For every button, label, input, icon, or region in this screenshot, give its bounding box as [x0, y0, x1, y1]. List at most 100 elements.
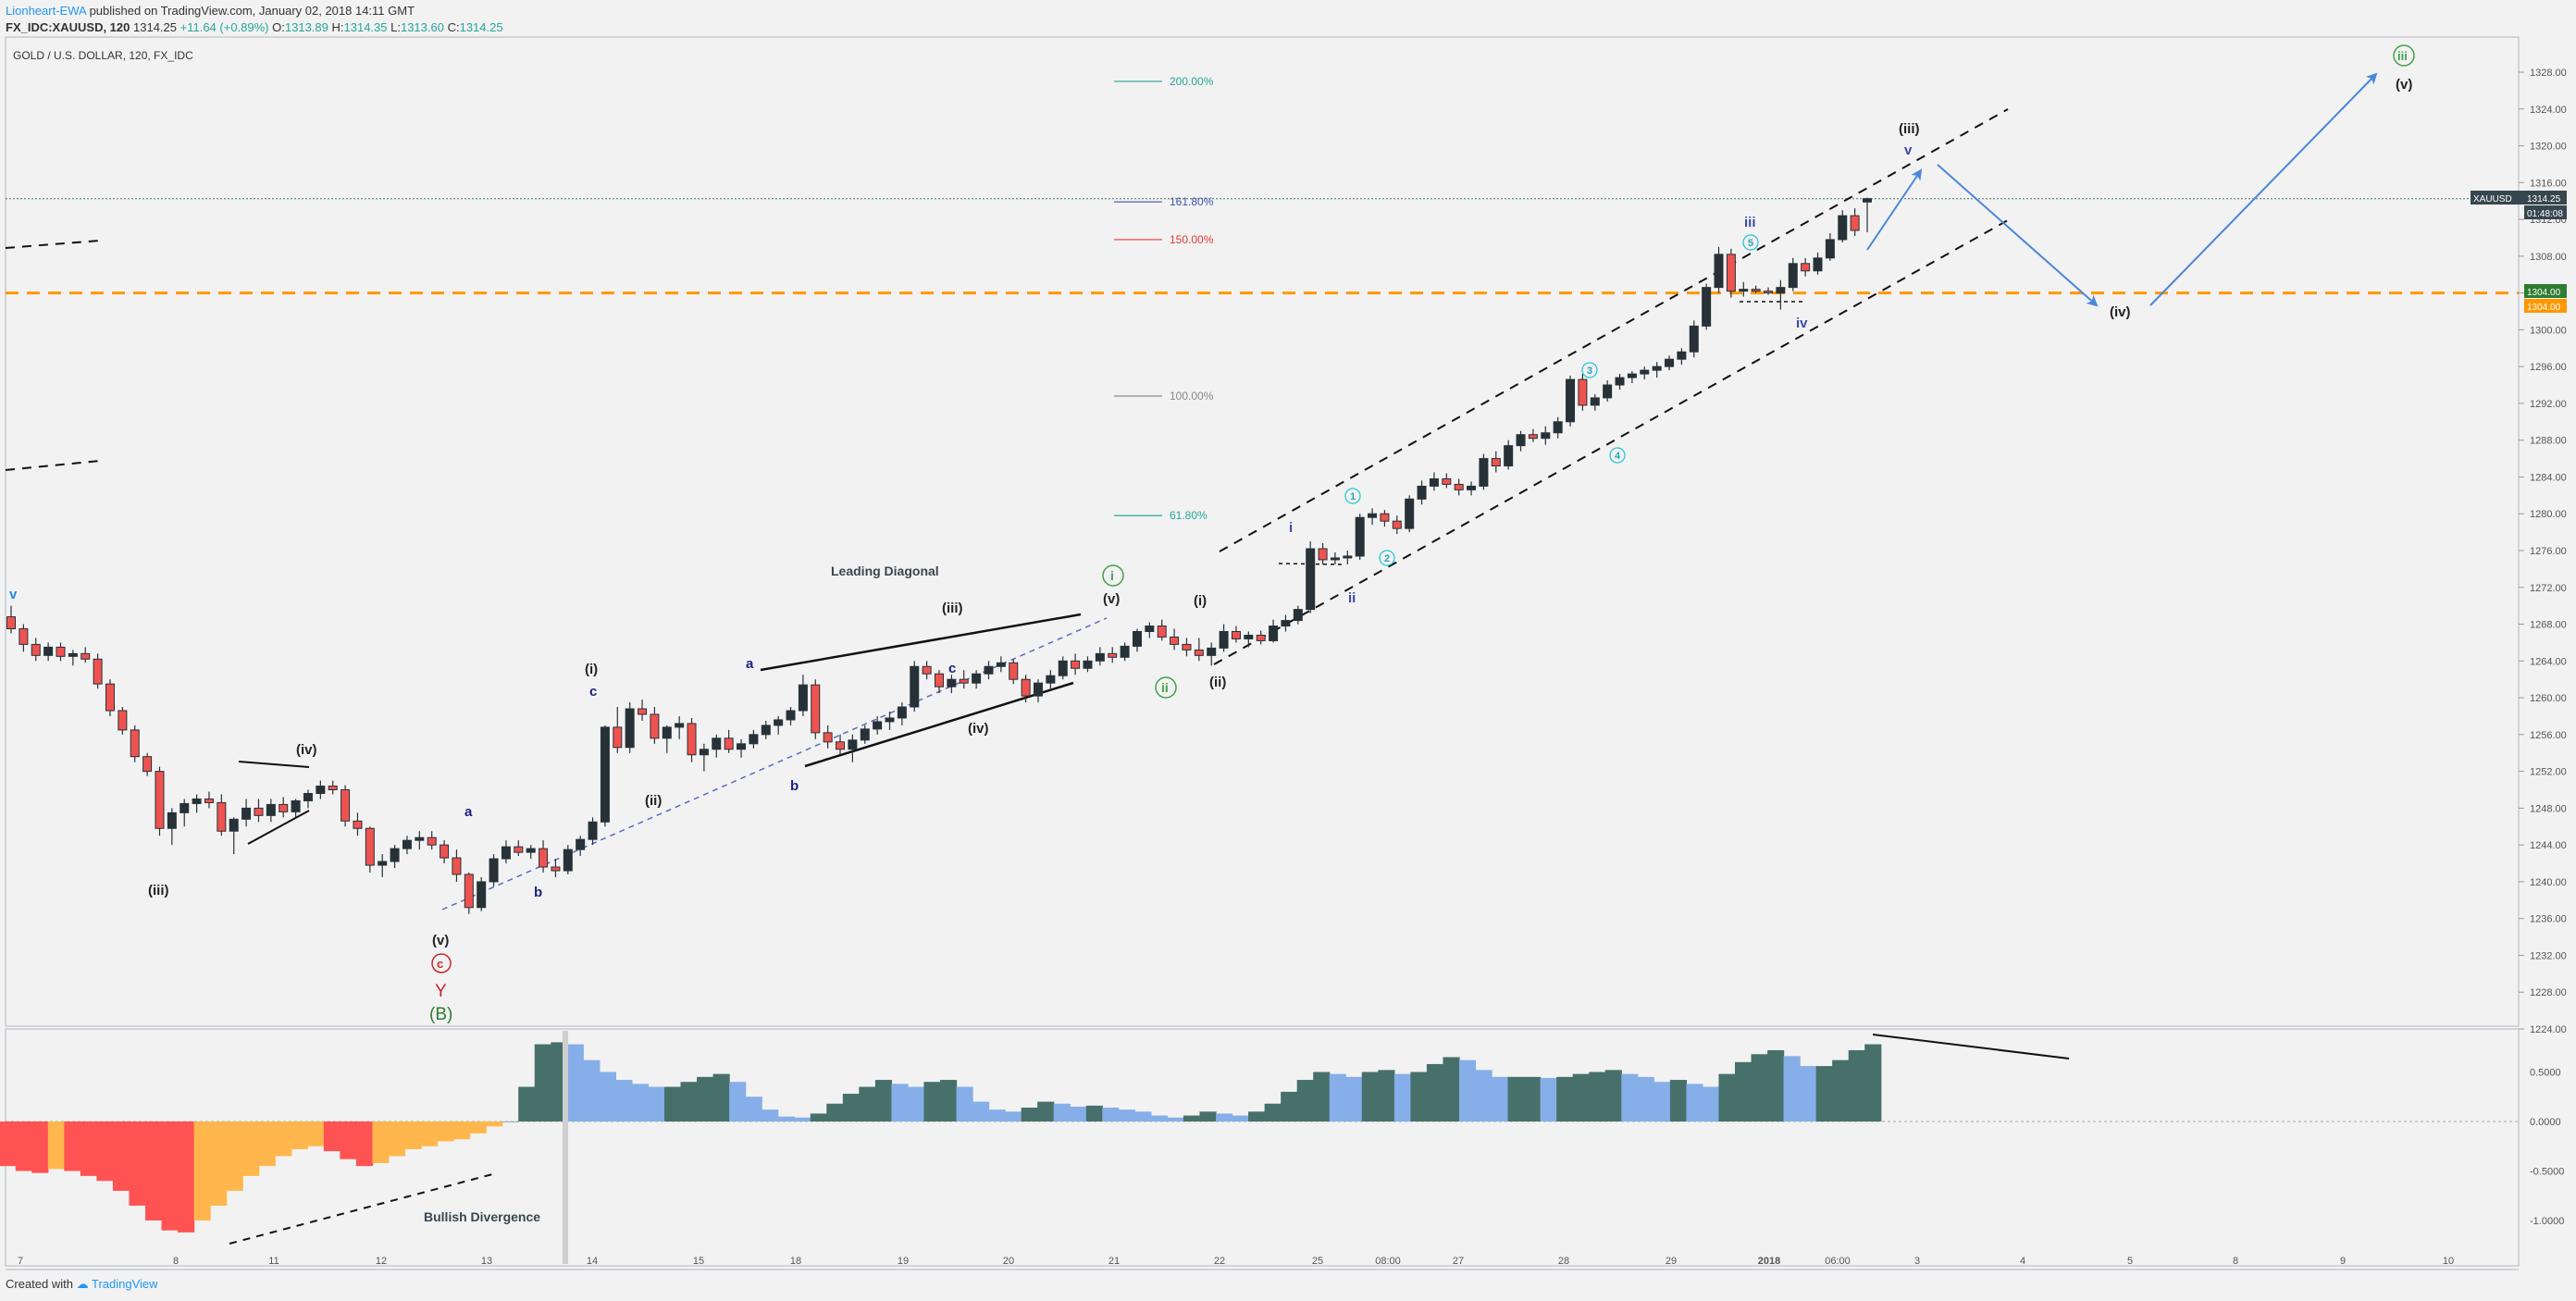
candle[interactable]	[1516, 430, 1526, 452]
candle[interactable]	[860, 725, 870, 744]
candle[interactable]	[712, 734, 722, 758]
candle[interactable]	[1850, 208, 1860, 236]
candle[interactable]	[613, 707, 623, 753]
candle[interactable]	[1652, 362, 1662, 378]
candle[interactable]	[501, 840, 511, 864]
candle[interactable]	[1764, 287, 1774, 295]
candle[interactable]	[303, 789, 313, 809]
time-axis[interactable]: 7 8 11 12 13 14 15 18 19 20 21 22 25 08:00 27 28 29 2018 0…	[18, 1256, 2454, 1267]
candle[interactable]	[576, 836, 586, 857]
candle[interactable]	[390, 845, 400, 869]
candle[interactable]	[266, 799, 276, 823]
candle[interactable]	[638, 700, 648, 721]
candle[interactable]	[1553, 416, 1563, 439]
candle[interactable]	[996, 656, 1006, 673]
candle[interactable]	[1528, 428, 1538, 442]
candle[interactable]	[464, 872, 474, 914]
candle[interactable]	[588, 817, 598, 846]
candle[interactable]	[1058, 656, 1068, 680]
candle[interactable]	[1330, 551, 1340, 564]
candle[interactable]	[798, 675, 808, 716]
candle[interactable]	[836, 734, 846, 755]
candle[interactable]	[1813, 252, 1823, 275]
candle[interactable]	[1368, 508, 1378, 526]
candle[interactable]	[378, 854, 388, 877]
candle[interactable]	[1541, 426, 1551, 445]
diagonal-upper-line[interactable]	[760, 613, 1082, 672]
candle[interactable]	[1863, 197, 1872, 232]
candle[interactable]	[1194, 638, 1204, 662]
candle[interactable]	[19, 624, 29, 652]
candle[interactable]	[1467, 481, 1477, 496]
candle[interactable]	[786, 707, 796, 725]
candle[interactable]	[1665, 355, 1675, 371]
candle[interactable]	[897, 702, 907, 725]
candlestick-series[interactable]	[6, 197, 1872, 914]
candle[interactable]	[341, 785, 351, 827]
candle[interactable]	[279, 797, 289, 818]
candle[interactable]	[180, 799, 190, 827]
candle[interactable]	[1788, 257, 1798, 291]
candle[interactable]	[68, 650, 78, 666]
candle[interactable]	[1009, 659, 1019, 685]
candle[interactable]	[1269, 619, 1279, 643]
arrow-to-iv[interactable]	[1937, 164, 2099, 307]
candle[interactable]	[142, 752, 153, 776]
candle[interactable]	[910, 661, 920, 712]
candle[interactable]	[526, 845, 536, 860]
arrow-to-v[interactable]	[2149, 72, 2378, 306]
candle[interactable]	[328, 780, 338, 795]
candle[interactable]	[1145, 622, 1155, 638]
candle[interactable]	[1714, 246, 1724, 293]
candle[interactable]	[1801, 257, 1811, 277]
candle[interactable]	[1244, 631, 1254, 648]
candle[interactable]	[600, 725, 610, 827]
candle[interactable]	[477, 876, 487, 911]
candle[interactable]	[1677, 348, 1687, 366]
candle[interactable]	[167, 808, 177, 846]
candle[interactable]	[947, 675, 957, 694]
candle[interactable]	[1293, 605, 1303, 625]
candle[interactable]	[984, 661, 994, 680]
candle[interactable]	[1355, 514, 1365, 560]
candle[interactable]	[811, 679, 821, 739]
candle[interactable]	[885, 711, 895, 730]
candle[interactable]	[935, 670, 944, 694]
candle[interactable]	[1157, 619, 1167, 641]
candle[interactable]	[365, 826, 375, 873]
author-link[interactable]: Lionheart-EWA	[6, 4, 86, 18]
candle[interactable]	[56, 642, 66, 662]
candle[interactable]	[625, 702, 635, 753]
candle[interactable]	[452, 849, 462, 882]
tradingview-logo-icon[interactable]: ☁	[76, 1277, 89, 1291]
candle[interactable]	[1083, 656, 1093, 673]
candle[interactable]	[1046, 670, 1056, 689]
candle[interactable]	[1318, 543, 1328, 564]
candle[interactable]	[1825, 232, 1835, 261]
candle[interactable]	[1021, 675, 1031, 703]
candle[interactable]	[539, 840, 549, 873]
candle[interactable]	[242, 799, 252, 827]
candle[interactable]	[1132, 628, 1142, 652]
main-pane[interactable]	[5, 36, 2520, 1027]
candle[interactable]	[1640, 366, 1650, 380]
candle[interactable]	[662, 725, 672, 753]
candle[interactable]	[192, 794, 202, 813]
channel-lower-line[interactable]	[1213, 219, 2009, 665]
diagonal-lower-line[interactable]	[804, 681, 1074, 768]
candle[interactable]	[1256, 630, 1266, 645]
candle[interactable]	[229, 817, 239, 855]
candle[interactable]	[204, 791, 214, 809]
candle[interactable]	[1566, 376, 1576, 427]
candle[interactable]	[43, 642, 54, 662]
candle[interactable]	[31, 638, 41, 662]
arrow-to-iii[interactable]	[1866, 168, 1923, 251]
candle[interactable]	[1702, 283, 1712, 330]
candle[interactable]	[1838, 210, 1848, 242]
candle[interactable]	[514, 840, 524, 857]
candle[interactable]	[440, 840, 450, 864]
candle[interactable]	[1170, 628, 1180, 650]
candle[interactable]	[749, 729, 759, 749]
candle[interactable]	[118, 707, 128, 735]
